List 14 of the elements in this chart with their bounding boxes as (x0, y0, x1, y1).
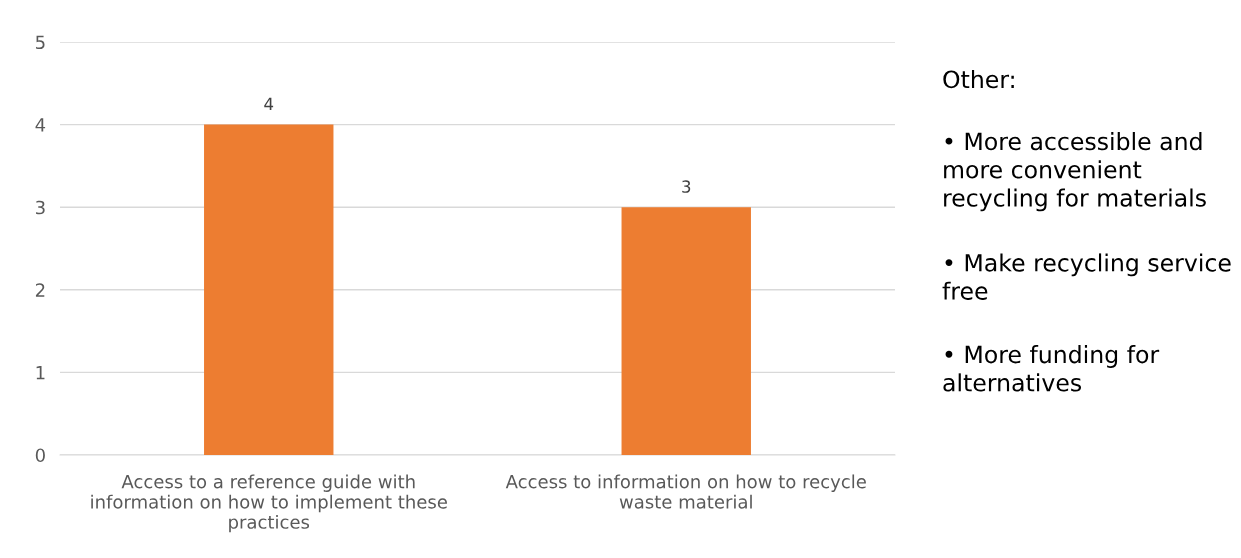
data-label: 4 (264, 97, 274, 111)
y-tick-label: 4 (35, 118, 46, 132)
y-tick-label: 0 (35, 448, 45, 463)
text: • More funding for alternatives (943, 345, 1160, 392)
y-tick-label: 3 (36, 200, 45, 215)
x-tick-label: Access to a reference guide with information on how to implement these practices (91, 474, 447, 533)
y-tick-label: 2 (35, 283, 45, 297)
text: Other: (943, 70, 1014, 89)
text: • Make recycling service free (942, 253, 1231, 300)
data-label: 3 (682, 180, 691, 193)
x-tick-label: Access to information on how to recycle waste material (505, 474, 866, 509)
text: • More accessible and more convenient recycling for materials (944, 132, 1206, 212)
y-tick-label: 5 (36, 35, 45, 50)
y-tick-label: 1 (36, 366, 45, 380)
